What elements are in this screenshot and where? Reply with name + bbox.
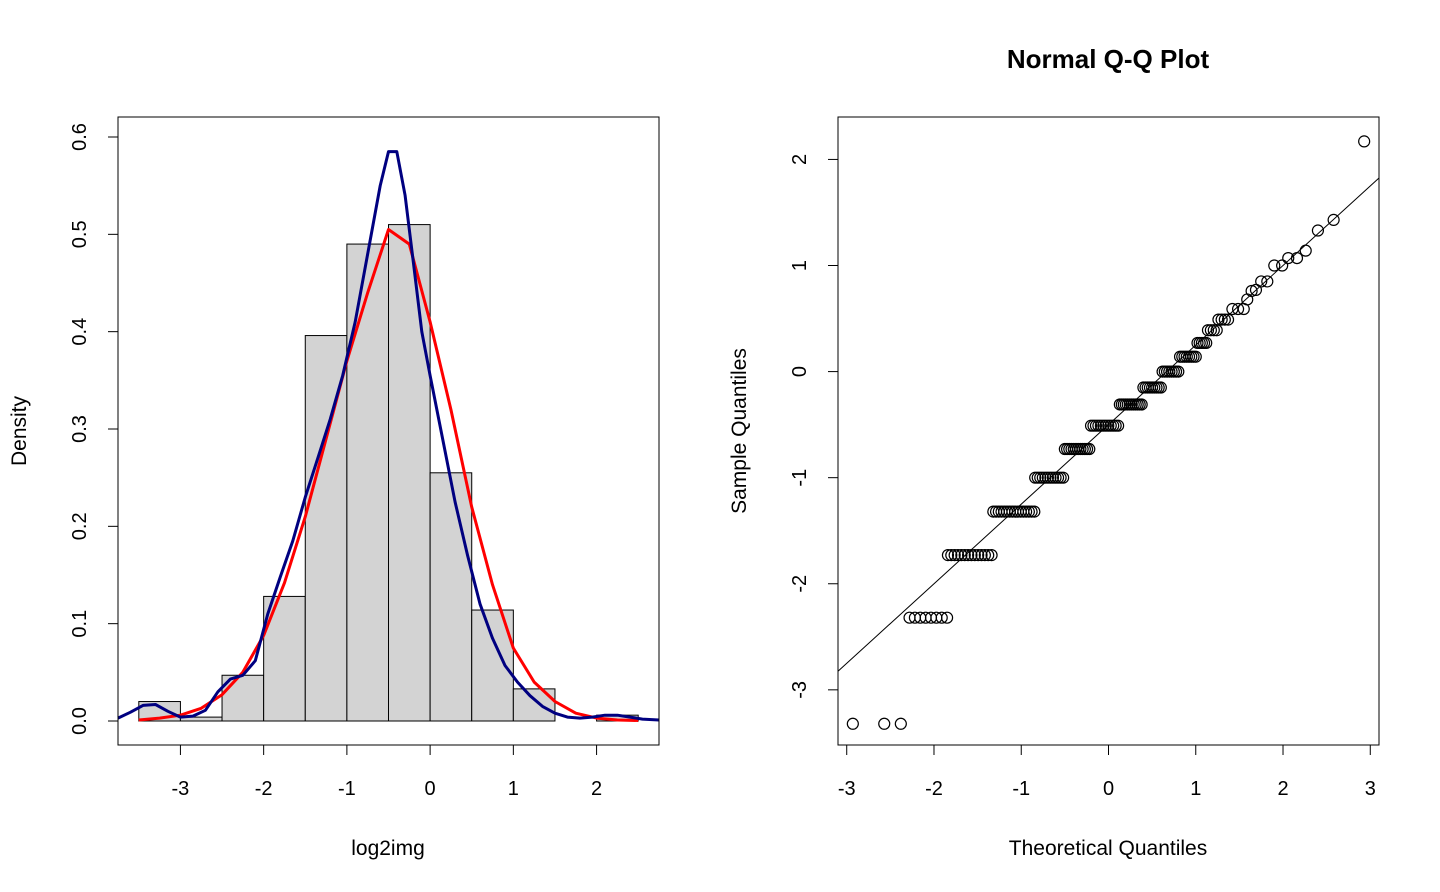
qq-points: [846, 135, 1371, 730]
histogram-bar: [221, 674, 265, 722]
qq-point: [1028, 505, 1041, 518]
qq-point: [1231, 302, 1245, 316]
histogram-bar: [346, 243, 389, 722]
qq-point: [972, 549, 985, 562]
histogram-y-tick-label: 0.6: [69, 123, 91, 151]
qq-point: [1282, 251, 1295, 265]
histogram-bar: [304, 335, 348, 722]
histogram-bar: [429, 472, 473, 722]
qq-point: [1111, 419, 1125, 432]
qq-point: [940, 611, 954, 624]
histogram-y-tick-label: 0.0: [69, 707, 91, 735]
kernel-density-curve: [117, 150, 660, 722]
qq-point: [941, 549, 955, 562]
qq-point: [1358, 135, 1371, 148]
qq-y-axis: -3 -2 -1 0 1 2: [789, 154, 839, 699]
histogram-y-axis-label: Density: [8, 395, 31, 466]
qq-point: [955, 549, 968, 562]
qq-point: [1020, 505, 1033, 518]
qq-point: [878, 717, 891, 730]
qq-x-axis-label: Theoretical Quantiles: [1009, 837, 1207, 860]
histogram-x-tick-label: -2: [255, 778, 273, 800]
histogram-x-tick-label: -3: [172, 778, 190, 800]
histogram-x-tick-label: 1: [508, 778, 519, 800]
qq-point: [1200, 336, 1213, 350]
qq-point: [951, 549, 965, 562]
qq-point: [958, 549, 971, 562]
qq-plot-panel: Normal Q-Q Plot -3 -2 -1 0 1 2 3 -3 -2 -1 0 1 2 The…: [728, 44, 1380, 860]
qq-point: [1245, 284, 1258, 298]
qq-point: [1241, 293, 1254, 306]
qq-y-tick-label: -1: [789, 469, 811, 487]
qq-point: [1276, 259, 1289, 272]
qq-point: [982, 549, 995, 562]
qq-x-tick-label: 2: [1277, 778, 1288, 800]
normal-density-curve: [138, 228, 639, 722]
histogram-x-tick-label: 0: [425, 778, 436, 800]
qq-point: [1201, 324, 1215, 337]
qq-point: [961, 549, 975, 562]
histogram-x-axis: -3 -2 -1 0 1 2: [172, 744, 602, 800]
histogram-x-tick-label: 2: [591, 778, 602, 800]
histogram-x-axis-label: log2img: [351, 837, 425, 860]
qq-point: [1268, 259, 1281, 272]
qq-point: [1025, 505, 1038, 518]
qq-y-tick-label: -3: [789, 681, 811, 699]
qq-point: [975, 549, 988, 562]
qq-x-tick-label: -3: [838, 778, 856, 800]
histogram-panel: -3 -2 -1 0 1 2 0.00.10.20.30.40.50.6 log2img …: [8, 116, 660, 860]
histogram-bars: [138, 224, 639, 722]
qq-point: [985, 549, 998, 562]
qq-plot-title: Normal Q-Q Plot: [1007, 44, 1210, 74]
qq-point: [1212, 313, 1225, 326]
qq-point: [1189, 350, 1202, 363]
qq-point: [1083, 442, 1096, 456]
qq-x-tick-label: -1: [1012, 778, 1030, 800]
qq-y-tick-label: 1: [789, 260, 811, 271]
qq-point: [1215, 313, 1228, 326]
qq-point: [894, 717, 907, 730]
qq-point: [1255, 275, 1268, 288]
qq-point: [1218, 313, 1231, 326]
histogram-y-tick-label: 0.3: [69, 415, 91, 443]
qq-point: [945, 549, 958, 562]
qq-x-tick-label: 0: [1103, 778, 1114, 800]
qq-point: [1261, 275, 1274, 288]
qq-y-axis-label: Sample Quantiles: [728, 348, 751, 514]
qq-point: [1290, 251, 1304, 265]
qq-point: [948, 549, 961, 562]
histogram-y-tick-label: 0.5: [69, 220, 91, 248]
qq-point: [1057, 471, 1070, 484]
histogram-x-tick-label: -1: [338, 778, 356, 800]
qq-x-tick-label: -2: [925, 778, 943, 800]
qq-point: [965, 549, 978, 562]
qq-y-tick-label: -2: [789, 575, 811, 593]
histogram-y-axis: 0.0 0.1 0.2 0.3 0.4 0.5 0.6: [69, 123, 119, 735]
qq-point: [978, 549, 991, 562]
qq-point: [1221, 313, 1235, 326]
qq-point: [1172, 365, 1185, 378]
qq-point: [1327, 213, 1340, 226]
qq-point: [1204, 324, 1217, 337]
qq-point: [1154, 381, 1167, 394]
histogram-bar: [263, 595, 306, 722]
qq-point: [968, 549, 981, 562]
density-curves: [117, 150, 660, 722]
qq-x-tick-label: 1: [1190, 778, 1201, 800]
histogram-y-tick-label: 0.2: [69, 512, 91, 540]
qq-point: [1299, 244, 1312, 257]
qq-point: [1022, 505, 1035, 518]
qq-x-tick-label: 3: [1365, 778, 1376, 800]
qq-point: [1207, 324, 1220, 337]
histogram-y-tick-label: 0.1: [69, 610, 91, 638]
qq-y-tick-label: 0: [789, 366, 811, 377]
qq-y-tick-label: 2: [789, 154, 811, 165]
qq-point: [1311, 224, 1325, 237]
qq-point: [1135, 398, 1148, 411]
qq-point: [935, 611, 948, 624]
qq-x-axis: -3 -2 -1 0 1 2 3: [838, 744, 1376, 800]
qq-point: [846, 717, 859, 730]
histogram-y-tick-label: 0.4: [69, 318, 91, 346]
